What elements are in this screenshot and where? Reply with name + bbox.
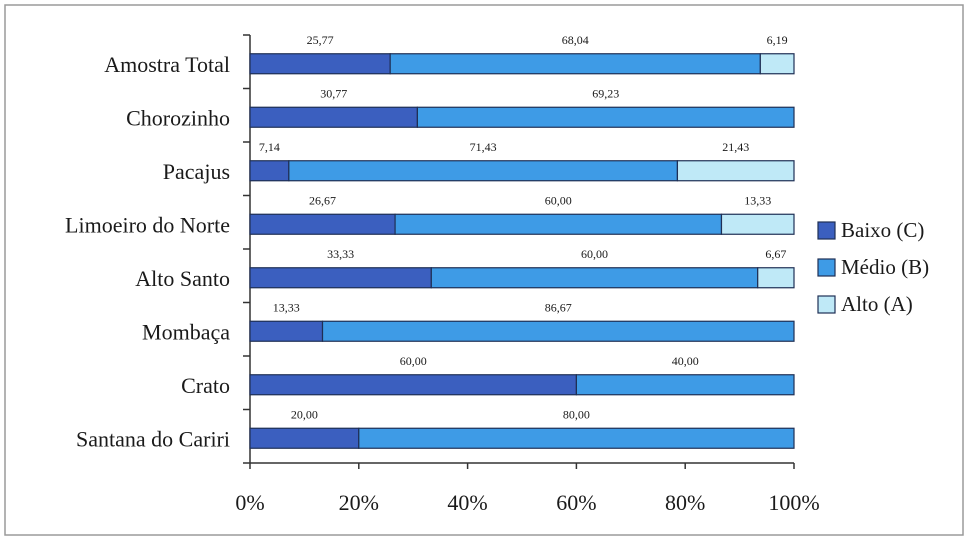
x-tick-label-40: 40% (447, 490, 487, 515)
data-label-medio-b-crato: 40,00 (672, 354, 699, 368)
category-label-crato: Crato (181, 373, 230, 398)
legend-label-baixo-c: Baixo (C) (841, 218, 924, 242)
category-label-limoeiro-do-norte: Limoeiro do Norte (65, 212, 230, 237)
bar-segment-baixo-c-mombaca (249, 320, 324, 342)
legend-swatch-alto-a (817, 295, 836, 314)
bar-segment-baixo-c-santana-do-cariri (249, 427, 360, 449)
x-tick-label-80: 80% (665, 490, 705, 515)
data-label-baixo-c-alto-santo: 33,33 (327, 247, 354, 261)
data-label-medio-b-mombaca: 86,67 (545, 300, 572, 314)
bar-segment-baixo-c-crato (249, 374, 577, 396)
data-label-alto-a-limoeiro-do-norte: 13,33 (744, 193, 771, 207)
data-label-alto-a-pacajus: 21,43 (722, 140, 749, 154)
category-label-amostra-total: Amostra Total (104, 52, 230, 77)
bar-segment-medio-b-amostra-total (389, 53, 761, 75)
data-label-baixo-c-mombaca: 13,33 (273, 300, 300, 314)
category-label-chorozinho: Chorozinho (126, 105, 230, 130)
bar-segment-medio-b-santana-do-cariri (358, 427, 795, 449)
data-label-baixo-c-chorozinho: 30,77 (320, 86, 347, 100)
legend-label-alto-a: Alto (A) (841, 292, 913, 316)
bar-segment-medio-b-crato (575, 374, 795, 396)
data-label-alto-a-alto-santo: 6,67 (765, 247, 786, 261)
category-label-santana-do-cariri: Santana do Cariri (76, 426, 230, 451)
legend-label-medio-b: Médio (B) (841, 255, 929, 279)
data-label-medio-b-alto-santo: 60,00 (581, 247, 608, 261)
bar-segment-medio-b-pacajus (288, 160, 679, 182)
bar-segment-medio-b-limoeiro-do-norte (394, 213, 723, 235)
x-tick-label-60: 60% (556, 490, 596, 515)
data-label-baixo-c-santana-do-cariri: 20,00 (291, 407, 318, 421)
data-label-baixo-c-amostra-total: 25,77 (307, 33, 334, 47)
data-label-medio-b-pacajus: 71,43 (470, 140, 497, 154)
category-label-mombaca: Mombaça (142, 319, 230, 344)
legend-swatch-baixo-c (817, 221, 836, 240)
x-tick-label-0: 0% (235, 490, 264, 515)
bar-segment-medio-b-alto-santo (430, 267, 759, 289)
bar-segment-baixo-c-alto-santo (249, 267, 432, 289)
legend: Baixo (C) Médio (B) Alto (A) (817, 218, 929, 316)
legend-swatch-medio-b (817, 258, 836, 277)
category-label-alto-santo: Alto Santo (135, 266, 230, 291)
data-label-medio-b-santana-do-cariri: 80,00 (563, 407, 590, 421)
bar-segment-baixo-c-amostra-total (249, 53, 391, 75)
data-label-baixo-c-crato: 60,00 (400, 354, 427, 368)
bar-segment-alto-a-limoeiro-do-norte (720, 213, 795, 235)
bar-segment-baixo-c-limoeiro-do-norte (249, 213, 396, 235)
bar-segment-medio-b-mombaca (321, 320, 795, 342)
x-tick-label-20: 20% (339, 490, 379, 515)
data-label-medio-b-limoeiro-do-norte: 60,00 (545, 193, 572, 207)
data-label-baixo-c-limoeiro-do-norte: 26,67 (309, 193, 336, 207)
bar-segment-alto-a-amostra-total (759, 53, 795, 75)
category-label-pacajus: Pacajus (163, 159, 230, 184)
bar-segment-baixo-c-chorozinho (249, 106, 418, 128)
plot-area: Amostra Total 25,77 68,04 6,19 Chorozinho 30,… (65, 33, 820, 515)
data-label-alto-a-amostra-total: 6,19 (767, 33, 788, 47)
data-label-medio-b-chorozinho: 69,23 (592, 86, 619, 100)
bar-segment-alto-a-pacajus (676, 160, 795, 182)
bar-segment-baixo-c-pacajus (249, 160, 290, 182)
bar-segment-medio-b-chorozinho (416, 106, 795, 128)
data-label-baixo-c-pacajus: 7,14 (259, 140, 280, 154)
data-label-medio-b-amostra-total: 68,04 (562, 33, 589, 47)
x-tick-label-100: 100% (768, 490, 819, 515)
bar-segment-alto-a-alto-santo (757, 267, 795, 289)
